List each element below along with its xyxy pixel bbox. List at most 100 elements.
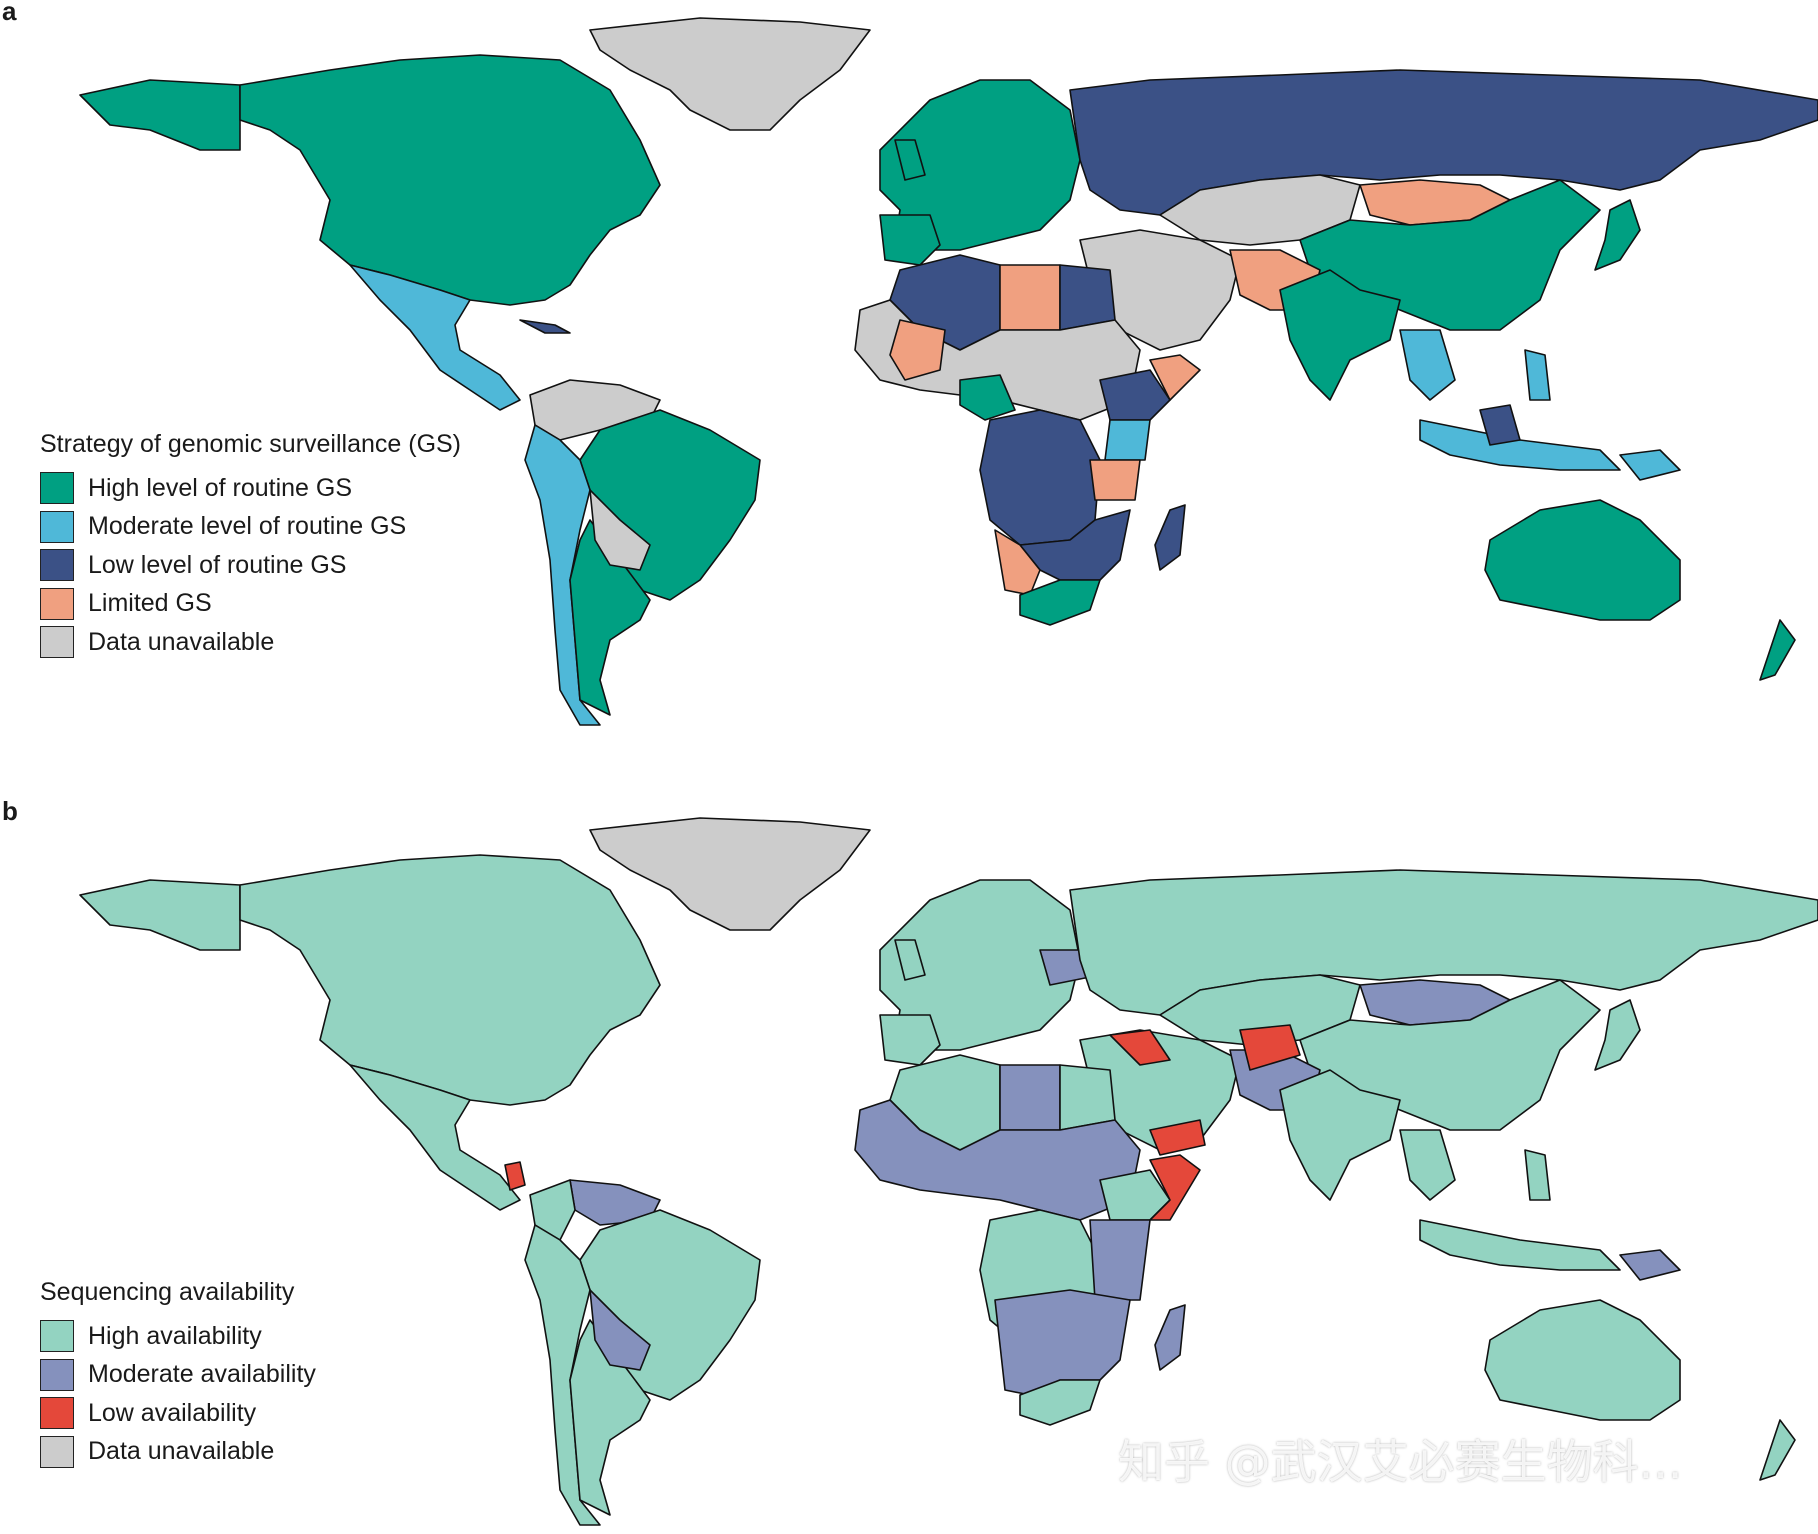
region-ethiopia <box>1099 369 1171 421</box>
region-somalia <box>1149 1154 1201 1221</box>
legend-label: Data unavailable <box>88 627 275 656</box>
region-philippines <box>1524 1149 1551 1201</box>
region-indonesia <box>1419 419 1621 471</box>
region-southeast-asia <box>1399 1129 1456 1201</box>
region-kenya <box>1104 419 1151 461</box>
region-argentina <box>569 1319 651 1516</box>
region-canada-usa <box>239 854 661 1106</box>
legend-swatch <box>40 626 74 659</box>
region-nicaragua <box>504 1161 526 1191</box>
region-greenland <box>589 17 871 131</box>
region-cuba <box>519 319 571 334</box>
legend-label: Moderate level of routine GS <box>88 512 407 541</box>
region-tanzania <box>1089 459 1141 501</box>
region-central-africa <box>979 409 1101 546</box>
region-andes-chile <box>524 424 601 726</box>
region-bolivia-paraguay <box>589 489 651 571</box>
legend-swatch <box>40 1397 74 1430</box>
legend-swatch <box>40 1320 74 1353</box>
region-south-africa <box>1019 579 1101 626</box>
region-libya <box>999 264 1061 331</box>
region-south-africa <box>1019 1379 1101 1426</box>
world-map-gs-strategy <box>79 17 1818 726</box>
legend-label: Low availability <box>88 1398 257 1427</box>
legend-a-item: Low level of routine GS <box>40 546 461 585</box>
legend-a-title: Strategy of genomic surveillance (GS) <box>40 430 462 458</box>
legend-a-item: Moderate level of routine GS <box>40 508 461 547</box>
panel-a: a <box>0 0 1818 760</box>
panel-b-label: b <box>2 796 18 826</box>
panel-a-label: a <box>2 0 17 26</box>
legend-a-item: High level of routine GS <box>40 469 461 508</box>
region-andes-chile <box>524 1224 601 1526</box>
region-egypt <box>1059 1064 1116 1131</box>
region-canada-usa <box>239 54 661 306</box>
legend-swatch <box>40 510 74 543</box>
region-australia <box>1484 1299 1681 1421</box>
legend-label: High level of routine GS <box>88 473 353 502</box>
world-map-sequencing-availability <box>79 817 1818 1526</box>
region-russia <box>1069 869 1818 1016</box>
region-bolivia-paraguay <box>589 1289 651 1371</box>
legend-label: High availability <box>88 1321 262 1350</box>
region-somalia <box>1149 354 1201 401</box>
region-libya <box>999 1064 1061 1131</box>
legend-swatch <box>40 549 74 582</box>
region-japan <box>1594 999 1641 1071</box>
region-iberia <box>879 214 941 266</box>
region-alaska <box>79 79 241 151</box>
region-india <box>1279 1069 1401 1201</box>
region-png <box>1619 449 1681 481</box>
panel-b: b <box>0 796 1818 1534</box>
legend-b: Sequencing availability High availabilit… <box>40 1278 316 1471</box>
region-syria-iraq <box>1109 1029 1171 1066</box>
legend-b-item: High availability <box>40 1317 316 1356</box>
region-southeast-asia <box>1399 329 1456 401</box>
region-russia <box>1069 69 1818 216</box>
region-india <box>1279 269 1401 401</box>
region-yemen <box>1149 1119 1206 1156</box>
region-kenya-tanzania <box>1089 1219 1151 1301</box>
region-afghanistan <box>1239 1024 1301 1071</box>
legend-label: Data unavailable <box>88 1437 275 1466</box>
region-philippines <box>1524 349 1551 401</box>
region-madagascar <box>1154 1304 1186 1371</box>
region-central-asia <box>1159 974 1361 1046</box>
region-madagascar <box>1154 504 1186 571</box>
watermark-text: 知乎 @武汉艾必赛生物科... <box>1118 1435 1683 1489</box>
legend-b-item: Moderate availability <box>40 1356 316 1395</box>
region-new-zealand <box>1759 619 1796 681</box>
region-iberia <box>879 1014 941 1066</box>
region-greenland <box>589 817 871 931</box>
region-japan <box>1594 199 1641 271</box>
region-indonesia <box>1419 1219 1621 1271</box>
region-egypt <box>1059 264 1116 331</box>
legend-label: Limited GS <box>88 589 212 618</box>
region-alaska <box>79 879 241 951</box>
region-mali <box>889 319 946 381</box>
legend-swatch <box>40 1435 74 1468</box>
region-argentina <box>569 519 651 716</box>
region-australia <box>1484 499 1681 621</box>
region-uk <box>894 139 926 181</box>
legend-a: Strategy of genomic surveillance (GS) Hi… <box>40 430 461 662</box>
legend-a-item: Limited GS <box>40 585 461 624</box>
legend-b-item: Low availability <box>40 1394 316 1433</box>
legend-swatch <box>40 472 74 505</box>
region-colombia <box>529 1179 576 1241</box>
region-nigeria <box>959 374 1016 421</box>
legend-label: Low level of routine GS <box>88 550 347 579</box>
legend-swatch <box>40 1358 74 1391</box>
region-new-zealand <box>1759 1419 1796 1481</box>
legend-b-title: Sequencing availability <box>40 1278 295 1306</box>
region-southern-africa <box>1019 509 1131 581</box>
region-png <box>1619 1249 1681 1281</box>
legend-a-item: Data unavailable <box>40 623 461 662</box>
region-uk <box>894 939 926 981</box>
legend-b-item: Data unavailable <box>40 1433 316 1472</box>
legend-swatch <box>40 587 74 620</box>
region-mexico-central-america <box>349 264 521 411</box>
region-central-asia <box>1159 174 1361 246</box>
region-borneo <box>1479 404 1521 446</box>
legend-label: Moderate availability <box>88 1360 316 1389</box>
